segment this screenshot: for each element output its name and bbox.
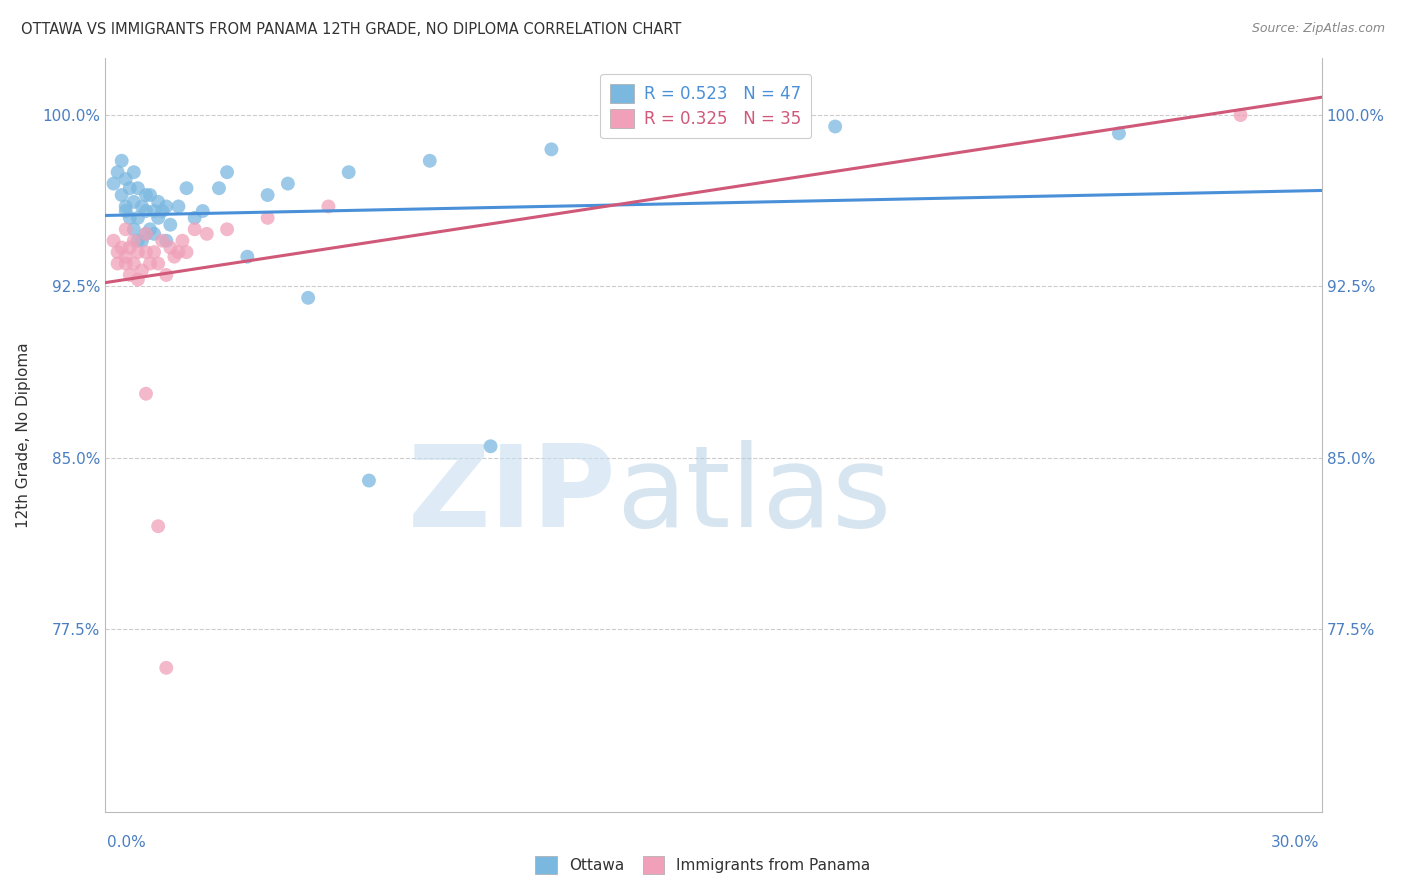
Text: 30.0%: 30.0% — [1271, 836, 1319, 850]
Point — [131, 199, 153, 213]
Point — [122, 256, 145, 270]
Point — [167, 245, 190, 260]
Point — [146, 194, 169, 209]
Point — [150, 204, 173, 219]
Point — [127, 245, 149, 260]
Point — [135, 386, 157, 401]
Point — [256, 188, 278, 202]
Point — [183, 222, 205, 236]
Legend: R = 0.523   N = 47, R = 0.325   N = 35: R = 0.523 N = 47, R = 0.325 N = 35 — [600, 74, 811, 138]
Point — [127, 234, 149, 248]
Point — [146, 211, 169, 225]
Point — [135, 227, 157, 241]
Point — [127, 272, 149, 286]
Point — [824, 120, 846, 134]
Point — [236, 250, 259, 264]
Point — [118, 241, 141, 255]
Point — [1229, 108, 1251, 122]
Text: Source: ZipAtlas.com: Source: ZipAtlas.com — [1251, 22, 1385, 36]
Point — [139, 256, 162, 270]
Point — [118, 268, 141, 282]
Point — [540, 142, 562, 156]
Point — [111, 241, 134, 255]
Legend: Ottawa, Immigrants from Panama: Ottawa, Immigrants from Panama — [530, 850, 876, 880]
Point — [131, 263, 153, 277]
Point — [107, 245, 129, 260]
Point — [114, 256, 136, 270]
Point — [419, 153, 441, 168]
Point — [118, 181, 141, 195]
Point — [159, 241, 181, 255]
Point — [256, 211, 278, 225]
Point — [122, 165, 145, 179]
Point — [127, 181, 149, 195]
Point — [139, 222, 162, 236]
Point — [277, 177, 299, 191]
Point — [122, 194, 145, 209]
Point — [172, 234, 194, 248]
Point — [337, 165, 360, 179]
Y-axis label: 12th Grade, No Diploma: 12th Grade, No Diploma — [17, 342, 31, 528]
Point — [1108, 127, 1130, 141]
Point — [103, 234, 125, 248]
Point — [122, 222, 145, 236]
Point — [135, 188, 157, 202]
Text: 0.0%: 0.0% — [107, 836, 146, 850]
Point — [127, 211, 149, 225]
Point — [167, 199, 190, 213]
Point — [111, 188, 134, 202]
Point — [357, 474, 380, 488]
Point — [208, 181, 231, 195]
Point — [135, 245, 157, 260]
Point — [111, 153, 134, 168]
Point — [176, 181, 198, 195]
Point — [176, 245, 198, 260]
Point — [155, 234, 177, 248]
Point — [143, 204, 166, 219]
Point — [191, 204, 214, 219]
Point — [318, 199, 340, 213]
Point — [183, 211, 205, 225]
Point — [159, 218, 181, 232]
Point — [114, 199, 136, 213]
Point — [122, 234, 145, 248]
Point — [114, 222, 136, 236]
Point — [135, 227, 157, 241]
Point — [143, 227, 166, 241]
Point — [150, 234, 173, 248]
Point — [217, 222, 239, 236]
Point — [114, 172, 136, 186]
Point — [103, 177, 125, 191]
Point — [118, 211, 141, 225]
Text: ZIP: ZIP — [408, 440, 616, 550]
Point — [155, 268, 177, 282]
Point — [195, 227, 218, 241]
Point — [107, 256, 129, 270]
Point — [146, 256, 169, 270]
Point — [155, 661, 177, 675]
Point — [139, 188, 162, 202]
Point — [217, 165, 239, 179]
Point — [297, 291, 319, 305]
Point — [131, 234, 153, 248]
Point — [143, 245, 166, 260]
Point — [146, 519, 169, 533]
Point — [114, 204, 136, 219]
Point — [155, 199, 177, 213]
Text: OTTAWA VS IMMIGRANTS FROM PANAMA 12TH GRADE, NO DIPLOMA CORRELATION CHART: OTTAWA VS IMMIGRANTS FROM PANAMA 12TH GR… — [21, 22, 682, 37]
Point — [163, 250, 186, 264]
Text: atlas: atlas — [616, 440, 891, 550]
Point — [114, 250, 136, 264]
Point — [107, 165, 129, 179]
Point — [135, 204, 157, 219]
Point — [479, 439, 502, 453]
